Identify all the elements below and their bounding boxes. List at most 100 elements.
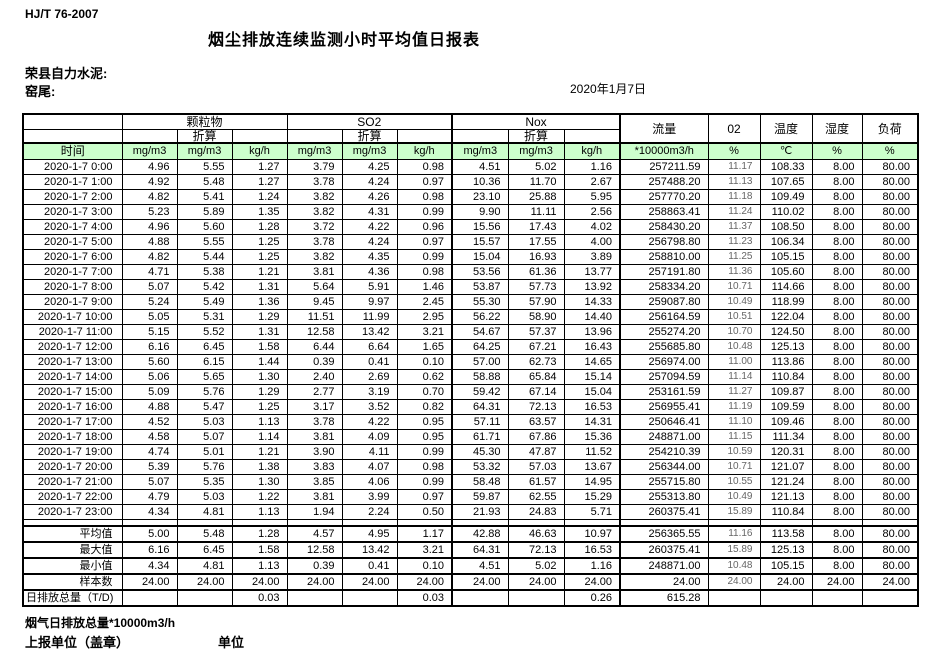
value-cell: 1.36 — [231, 294, 288, 310]
value-cell: 0.82 — [396, 399, 453, 415]
value-cell: 8.00 — [811, 414, 863, 430]
value-cell: 1.31 — [231, 279, 288, 295]
value-cell: 80.00 — [861, 384, 919, 400]
value-cell: 2.40 — [286, 369, 343, 385]
value-cell: 4.58 — [121, 429, 178, 445]
value-cell: 14.65 — [563, 354, 621, 370]
value-cell: 0.96 — [396, 219, 453, 235]
value-cell: 11.99 — [341, 309, 398, 325]
value-cell: 1.13 — [231, 557, 288, 575]
value-cell: 8.00 — [811, 399, 863, 415]
value-cell: 4.22 — [341, 219, 398, 235]
value-cell: 0.95 — [396, 414, 453, 430]
value-cell: 10.59 — [707, 444, 761, 460]
value-cell: 80.00 — [861, 414, 919, 430]
value-cell: 24.00 — [619, 573, 709, 591]
value-cell: 255313.80 — [619, 489, 709, 505]
value-cell: 8.00 — [811, 174, 863, 190]
value-cell: 1.22 — [231, 489, 288, 505]
value-cell: 3.19 — [341, 384, 398, 400]
value-cell: 65.84 — [507, 369, 565, 385]
value-cell: 5.48 — [176, 525, 233, 543]
value-cell: 15.36 — [563, 429, 621, 445]
unit-cell: mg/m3 — [507, 142, 565, 160]
value-cell: 57.00 — [451, 354, 509, 370]
value-cell: 107.65 — [759, 174, 813, 190]
value-cell: 15.57 — [451, 234, 509, 250]
value-cell: 13.42 — [341, 324, 398, 340]
table-row: 2020-1-7 6:00 4.82 5.44 1.25 3.82 4.35 0.99 15.… — [22, 249, 919, 265]
group-so2: SO2 — [286, 113, 453, 130]
value-cell: 1.28 — [231, 219, 288, 235]
value-cell: 5.89 — [176, 204, 233, 220]
table-row: 2020-1-7 2:00 4.82 5.41 1.24 3.82 4.26 0.98 23.… — [22, 189, 919, 205]
value-cell: 110.84 — [759, 504, 813, 520]
value-cell: 58.88 — [451, 369, 509, 385]
time-cell: 2020-1-7 0:00 — [22, 159, 123, 175]
time-cell: 2020-1-7 9:00 — [22, 294, 123, 310]
value-cell: 5.91 — [341, 279, 398, 295]
converted-label: 折算 — [176, 129, 233, 144]
table-row: 2020-1-7 16:00 4.88 5.47 1.25 3.17 3.52 0.82 64… — [22, 399, 919, 415]
value-cell: 80.00 — [861, 525, 919, 543]
table-body: 2020-1-7 0:00 4.96 5.55 1.27 3.79 4.25 0.98 4.5… — [22, 159, 919, 607]
time-cell: 2020-1-7 8:00 — [22, 279, 123, 295]
unit-cell: ℃ — [759, 142, 813, 160]
value-cell: 5.48 — [176, 174, 233, 190]
value-cell: 8.00 — [811, 219, 863, 235]
value-cell: 64.31 — [451, 399, 509, 415]
time-cell: 2020-1-7 18:00 — [22, 429, 123, 445]
table-row: 2020-1-7 7:00 4.71 5.38 1.21 3.81 4.36 0.98 53.… — [22, 264, 919, 280]
time-cell: 2020-1-7 2:00 — [22, 189, 123, 205]
converted-label: 折算 — [341, 129, 398, 144]
value-cell: 58.90 — [507, 309, 565, 325]
value-cell: 5.95 — [563, 189, 621, 205]
value-cell: 15.04 — [451, 249, 509, 265]
value-cell: 3.81 — [286, 264, 343, 280]
value-cell: 4.24 — [341, 174, 398, 190]
value-cell: 10.97 — [563, 525, 621, 543]
value-cell: 80.00 — [861, 189, 919, 205]
value-cell: 64.25 — [451, 339, 509, 355]
value-cell: 0.39 — [286, 354, 343, 370]
value-cell: 105.15 — [759, 249, 813, 265]
value-cell: 2.69 — [341, 369, 398, 385]
summary-row: 最大值 6.16 6.45 1.58 12.58 13.42 3.21 64.31 72.13 1… — [22, 541, 919, 559]
value-cell: 255274.20 — [619, 324, 709, 340]
summary-row: 平均值 5.00 5.48 1.28 4.57 4.95 1.17 42.88 46.63 10.… — [22, 525, 919, 543]
report-title: 烟尘排放连续监测小时平均值日报表 — [208, 32, 481, 49]
value-cell: 4.00 — [563, 234, 621, 250]
time-cell: 2020-1-7 7:00 — [22, 264, 123, 280]
value-cell: 113.58 — [759, 525, 813, 543]
table-row: 2020-1-7 15:00 5.09 5.76 1.29 2.77 3.19 0.70 59… — [22, 384, 919, 400]
value-cell: 4.88 — [121, 399, 178, 415]
value-cell: 80.00 — [861, 444, 919, 460]
value-cell: 72.13 — [507, 541, 565, 559]
value-cell: 4.31 — [341, 204, 398, 220]
value-cell: 0.03 — [231, 589, 288, 607]
value-cell: 8.00 — [811, 489, 863, 505]
value-cell: 11.23 — [707, 234, 761, 250]
group-o2: 02 — [707, 113, 761, 144]
value-cell: 3.89 — [563, 249, 621, 265]
value-cell: 53.56 — [451, 264, 509, 280]
value-cell: 106.34 — [759, 234, 813, 250]
value-cell: 5.65 — [176, 369, 233, 385]
unit-cell: % — [811, 142, 863, 160]
value-cell: 3.82 — [286, 249, 343, 265]
value-cell: 259087.80 — [619, 294, 709, 310]
value-cell: 8.00 — [811, 309, 863, 325]
value-cell: 8.00 — [811, 369, 863, 385]
value-cell: 0.10 — [396, 557, 453, 575]
value-cell: 256974.00 — [619, 354, 709, 370]
monitoring-table: 颗粒物 SO2 Nox 流量 02 温度 湿度 负荷 折算 折算 折算 时间 m… — [22, 113, 919, 607]
blank-cell — [563, 129, 621, 144]
value-cell: 8.00 — [811, 294, 863, 310]
value-cell: 8.00 — [811, 249, 863, 265]
table-row: 2020-1-7 21:00 5.07 5.35 1.30 3.85 4.06 0.99 58… — [22, 474, 919, 490]
value-cell: 11.16 — [707, 525, 761, 543]
value-cell: 4.36 — [341, 264, 398, 280]
value-cell: 72.13 — [507, 399, 565, 415]
value-cell: 24.00 — [231, 573, 288, 591]
time-cell: 2020-1-7 10:00 — [22, 309, 123, 325]
